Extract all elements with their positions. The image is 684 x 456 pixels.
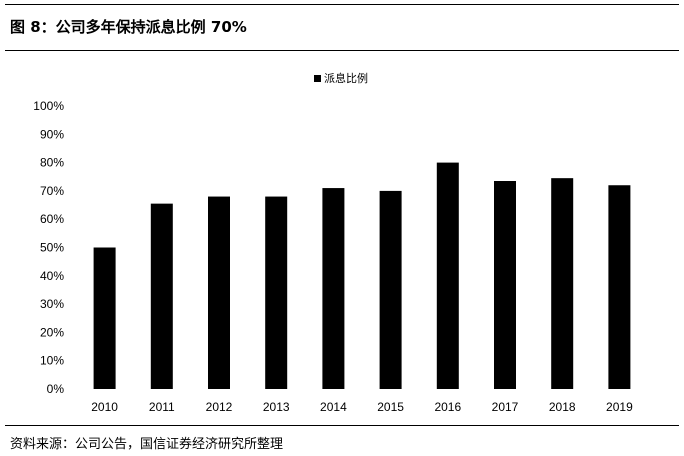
y-tick-label: 100% [33,99,64,113]
y-tick-label: 20% [40,325,64,339]
bar-2016 [436,162,459,389]
x-tick-label: 2014 [320,400,347,414]
bar-2010 [93,247,116,389]
bar-2014 [322,188,345,389]
x-tick-label: 2015 [377,400,404,414]
y-tick-label: 40% [40,269,64,283]
x-tick-label: 2018 [549,400,576,414]
figure-title: 图 8：公司多年保持派息比例 70% [10,18,247,36]
x-tick-label: 2016 [434,400,461,414]
title-rule [5,50,679,51]
y-tick-label: 50% [40,241,64,255]
bottom-rule [5,425,679,426]
x-tick-label: 2010 [91,400,118,414]
y-tick-label: 80% [40,156,64,170]
bar-2018 [551,178,574,389]
x-tick-label: 2017 [492,400,519,414]
bar-2011 [150,203,173,389]
x-tick-label: 2019 [606,400,633,414]
top-rule [5,4,679,5]
legend-label: 派息比例 [324,71,368,85]
y-tick-label: 30% [40,297,64,311]
y-tick-label: 60% [40,212,64,226]
bar-2019 [608,185,631,389]
y-tick-label: 10% [40,354,64,368]
bar-2013 [265,196,288,389]
legend-swatch [314,75,321,82]
x-tick-label: 2013 [263,400,290,414]
bar-2017 [494,180,516,389]
bar-2015 [379,190,402,389]
x-tick-label: 2011 [149,400,175,414]
bar-2012 [208,196,230,389]
source-note: 资料来源：公司公告，国信证券经济研究所整理 [10,437,284,452]
y-tick-label: 0% [47,382,65,396]
y-tick-label: 90% [40,127,64,141]
y-tick-label: 70% [40,184,64,198]
x-tick-label: 2012 [206,400,233,414]
